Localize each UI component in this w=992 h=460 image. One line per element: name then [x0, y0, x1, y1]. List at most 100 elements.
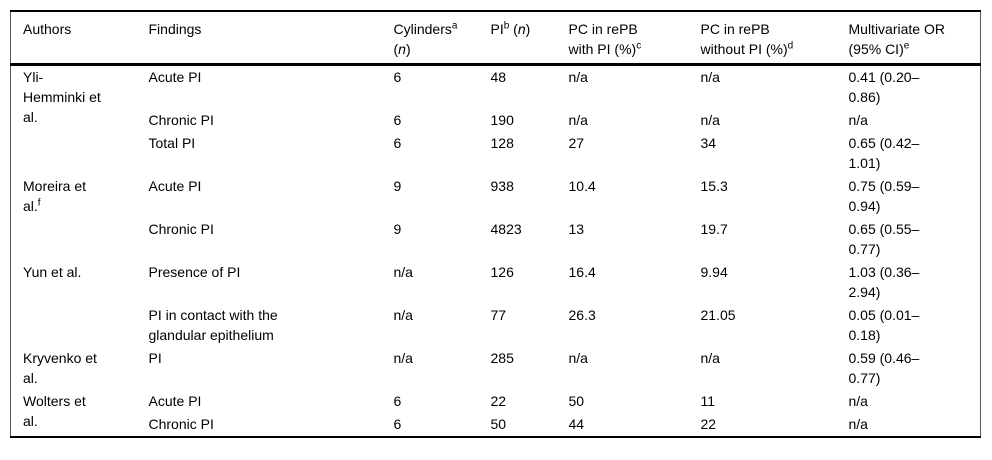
italic-n: n — [398, 41, 406, 57]
paren-open: ( — [393, 41, 399, 57]
findings-text: Acute PI — [148, 178, 202, 194]
cell-multivariate-or: 0.65 (0.55–0.77) — [849, 218, 981, 261]
cell-findings: Chronic PI — [149, 413, 394, 437]
or-text: 0.65 (0.42–1.01) — [848, 135, 920, 171]
col-header-or-label: (95% CI) — [848, 41, 904, 57]
findings-text: Total PI — [148, 135, 196, 151]
header-row: Authors Findings Cylindersa (n) PIb (n) … — [10, 11, 981, 66]
author-name: Yli-Hemminki et al. — [23, 67, 103, 127]
cell-pc-with-pi: n/a — [568, 350, 588, 366]
col-header-or-line2: (95% CI)e — [849, 39, 971, 59]
italic-n: n — [517, 21, 526, 37]
table-row: Chronic PI 6 50 44 22 n/a — [11, 413, 981, 437]
cell-pc-with-pi: 26.3 — [568, 307, 596, 323]
cell-pc-with-pi: n/a — [568, 112, 588, 128]
footnote-marker-b: b — [503, 20, 510, 32]
author-name: Yun et al. — [23, 262, 103, 282]
cell-findings: PI in contact with the glandular epithel… — [149, 304, 394, 347]
cell-findings: Presence of PI — [149, 261, 394, 304]
cell-pc-with-pi: 44 — [568, 416, 585, 432]
cell-pc-without-pi: 11 — [700, 393, 716, 409]
cell-pi-n: 128 — [490, 135, 514, 151]
cell-pc-without-pi: n/a — [700, 69, 720, 85]
col-header-cylinders: Cylindersa (n) — [393, 11, 491, 66]
cell-pi-n: 4823 — [490, 221, 522, 237]
study-table: Authors Findings Cylindersa (n) PIb (n) … — [10, 10, 981, 438]
or-text: 0.75 (0.59–0.94) — [848, 178, 920, 214]
study-table-wrap: Authors Findings Cylindersa (n) PIb (n) … — [10, 10, 981, 438]
cell-findings: Acute PI — [149, 175, 394, 218]
col-header-cylinders-line1: Cylindersa — [394, 19, 481, 39]
footnote-marker-e: e — [903, 40, 910, 52]
cell-cylinders: 6 — [393, 416, 402, 432]
cell-author: Kryvenko et al. — [11, 347, 149, 390]
col-header-authors-label: Authors — [23, 21, 72, 37]
cell-author: Moreira et al.f — [11, 175, 149, 261]
cell-pc-without-pi: 15.3 — [700, 178, 728, 194]
col-header-multivariate-or: Multivariate OR (95% CI)e — [848, 11, 981, 66]
cell-pc-with-pi: 10.4 — [568, 178, 596, 194]
col-header-pc-with-pi: PC in rePB with PI (%)c — [568, 11, 701, 66]
col-header-findings-label: Findings — [148, 21, 202, 37]
cell-cylinders: 6 — [393, 112, 402, 128]
or-text: n/a — [848, 393, 868, 409]
findings-text: Chronic PI — [148, 416, 214, 432]
cell-pi-n: 48 — [490, 69, 507, 85]
findings-text: Acute PI — [148, 69, 202, 85]
cell-multivariate-or: 0.05 (0.01–0.18) — [849, 304, 981, 347]
table-row: Wolters et al. Acute PI 6 22 50 11 n/a — [11, 390, 981, 429]
cell-pc-with-pi: 13 — [568, 221, 585, 237]
author-text: Moreira et al. — [23, 178, 87, 214]
cell-pi-n: 22 — [490, 393, 507, 409]
cell-pi-n: 50 — [490, 416, 507, 432]
col-header-or-line1: Multivariate OR — [848, 21, 945, 37]
author-text: Kryvenko et al. — [23, 350, 97, 386]
table-header: Authors Findings Cylindersa (n) PIb (n) … — [10, 11, 981, 66]
author-name: Moreira et al.f — [23, 176, 103, 216]
table-row: Kryvenko et al. PI n/a 285 n/a n/a 0.59 … — [11, 347, 981, 390]
cell-multivariate-or: n/a — [849, 390, 981, 413]
col-header-cylinders-line2: (n) — [394, 39, 481, 59]
cell-pi-n: 285 — [490, 350, 514, 366]
col-header-pc-without-line2: without PI (%)d — [701, 39, 839, 59]
table-row: Yli-Hemminki et al. Acute PI 6 48 n/a n/… — [11, 65, 981, 125]
cell-pc-with-pi: 16.4 — [568, 264, 596, 280]
or-text: n/a — [848, 112, 868, 128]
findings-text: PI — [148, 350, 162, 366]
cell-pc-without-pi: 22 — [700, 416, 717, 432]
paren-close: ) — [405, 41, 411, 57]
or-text: 0.59 (0.46–0.77) — [848, 350, 920, 386]
footnote-marker-d: d — [787, 40, 794, 52]
cell-pi-n: 77 — [490, 307, 507, 323]
cell-pc-without-pi: 9.94 — [700, 264, 728, 280]
author-text: Yli-Hemminki et al. — [23, 69, 101, 125]
author-name: Kryvenko et al. — [23, 348, 103, 388]
or-text: 0.41 (0.20–0.86) — [848, 69, 920, 105]
col-header-pi: PIb (n) — [490, 11, 569, 66]
paren-open: ( — [509, 21, 518, 37]
table-row: Moreira et al.f Acute PI 9 938 10.4 15.3… — [11, 175, 981, 218]
table-row: Chronic PI 9 4823 13 19.7 0.65 (0.55–0.7… — [11, 218, 981, 261]
cell-cylinders: n/a — [393, 350, 413, 366]
cell-cylinders: 9 — [393, 221, 402, 237]
cell-author: Wolters et al. — [11, 390, 149, 437]
cell-multivariate-or: 0.59 (0.46–0.77) — [849, 347, 981, 390]
col-header-findings: Findings — [148, 11, 394, 66]
table-row: Total PI 6 128 27 34 0.65 (0.42–1.01) — [11, 132, 981, 175]
author-footnote-marker-f: f — [37, 197, 41, 209]
paren-close: ) — [525, 21, 531, 37]
findings-text: Chronic PI — [148, 221, 214, 237]
footnote-marker-c: c — [636, 40, 642, 52]
col-header-pc-without-line1: PC in rePB — [700, 21, 770, 37]
cell-findings: Chronic PI — [149, 109, 394, 132]
author-name: Wolters et al. — [23, 391, 103, 431]
cell-pc-without-pi: 21.05 — [700, 307, 736, 323]
col-header-pc-without-label: without PI (%) — [700, 41, 788, 57]
findings-text: PI in contact with the glandular epithel… — [148, 307, 278, 343]
cell-findings: PI — [149, 347, 394, 390]
cell-cylinders: 6 — [393, 393, 402, 409]
author-text: Yun et al. — [23, 264, 82, 280]
cell-pc-with-pi: 50 — [568, 393, 585, 409]
cell-pi-n: 190 — [490, 112, 514, 128]
